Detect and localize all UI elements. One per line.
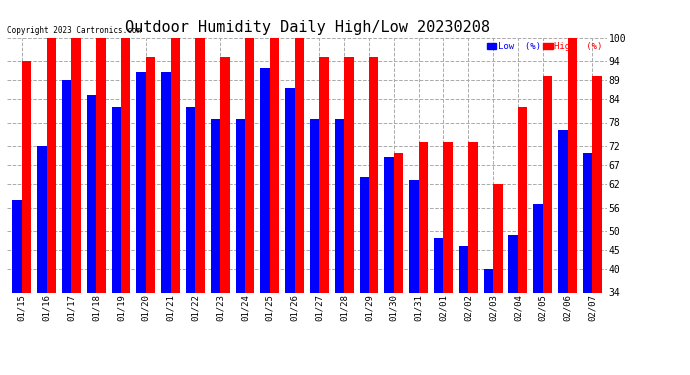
- Bar: [509, 234, 518, 375]
- Bar: [469, 142, 477, 375]
- Bar: [87, 96, 96, 375]
- Bar: [369, 57, 379, 375]
- Bar: [285, 88, 295, 375]
- Bar: [459, 246, 469, 375]
- Bar: [344, 57, 354, 375]
- Bar: [310, 118, 319, 375]
- Bar: [295, 38, 304, 375]
- Bar: [220, 57, 230, 375]
- Bar: [12, 200, 22, 375]
- Bar: [567, 38, 577, 375]
- Bar: [592, 76, 602, 375]
- Bar: [235, 118, 245, 375]
- Bar: [211, 118, 220, 375]
- Bar: [195, 38, 205, 375]
- Bar: [260, 68, 270, 375]
- Bar: [434, 238, 444, 375]
- Bar: [121, 38, 130, 375]
- Bar: [47, 38, 56, 375]
- Bar: [533, 204, 543, 375]
- Bar: [359, 177, 369, 375]
- Bar: [335, 118, 344, 375]
- Bar: [245, 38, 255, 375]
- Bar: [37, 146, 47, 375]
- Bar: [146, 57, 155, 375]
- Bar: [484, 269, 493, 375]
- Bar: [186, 107, 195, 375]
- Bar: [493, 184, 502, 375]
- Bar: [22, 61, 31, 375]
- Bar: [518, 107, 527, 375]
- Bar: [444, 142, 453, 375]
- Bar: [270, 38, 279, 375]
- Text: Copyright 2023 Cartronics.com: Copyright 2023 Cartronics.com: [7, 26, 141, 35]
- Bar: [583, 153, 592, 375]
- Bar: [71, 38, 81, 375]
- Bar: [419, 142, 428, 375]
- Bar: [62, 80, 71, 375]
- Bar: [394, 153, 403, 375]
- Title: Outdoor Humidity Daily High/Low 20230208: Outdoor Humidity Daily High/Low 20230208: [125, 20, 489, 35]
- Bar: [384, 157, 394, 375]
- Bar: [96, 38, 106, 375]
- Bar: [112, 107, 121, 375]
- Bar: [543, 76, 552, 375]
- Bar: [558, 130, 567, 375]
- Bar: [409, 180, 419, 375]
- Bar: [137, 72, 146, 375]
- Bar: [319, 57, 329, 375]
- Legend: Low  (%), High  (%): Low (%), High (%): [487, 42, 602, 51]
- Bar: [161, 72, 170, 375]
- Bar: [170, 38, 180, 375]
